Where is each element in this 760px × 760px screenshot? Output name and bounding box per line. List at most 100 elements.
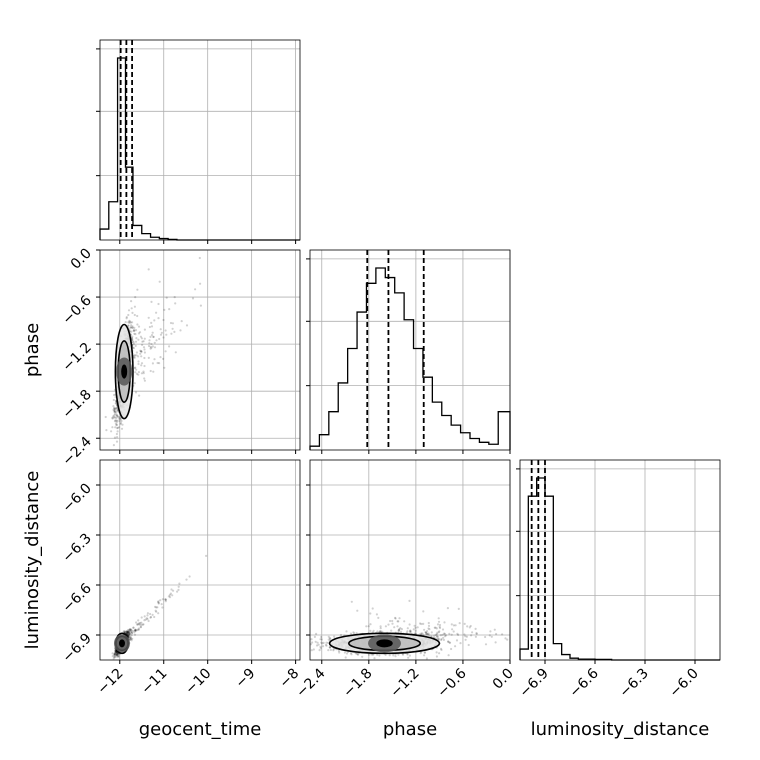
sample-point xyxy=(484,635,487,639)
sample-point xyxy=(350,653,353,656)
sample-point xyxy=(446,607,449,610)
sample-point xyxy=(113,414,116,417)
sample-point xyxy=(155,610,158,613)
sample-point xyxy=(161,606,164,609)
sample-point xyxy=(131,326,134,329)
sample-point xyxy=(439,647,443,650)
sample-point xyxy=(314,640,317,643)
sample-point xyxy=(141,623,144,626)
sample-point xyxy=(114,407,117,410)
sample-point xyxy=(154,605,157,609)
hist-step xyxy=(519,477,720,661)
sample-point xyxy=(138,394,141,397)
sample-point xyxy=(174,302,177,305)
sample-point xyxy=(115,411,118,414)
sample-point xyxy=(131,338,134,341)
sample-point xyxy=(153,615,156,619)
sample-point xyxy=(365,625,368,628)
sample-point xyxy=(113,420,117,423)
sample-point xyxy=(125,630,129,633)
sample-point xyxy=(474,635,477,638)
sample-point xyxy=(164,598,167,601)
sample-point xyxy=(114,649,117,652)
sample-point xyxy=(127,631,130,634)
sample-point xyxy=(307,653,309,655)
sample-point xyxy=(127,309,131,312)
sample-point xyxy=(433,634,436,638)
sample-point xyxy=(484,643,488,646)
sample-point xyxy=(149,615,153,619)
sample-point xyxy=(142,346,146,349)
sample-point xyxy=(450,623,453,626)
sample-point xyxy=(113,406,116,409)
sample-point xyxy=(124,321,127,324)
sample-point xyxy=(466,625,469,628)
sample-point xyxy=(155,339,158,342)
ytick-label: −1.2 xyxy=(59,340,94,375)
sample-point xyxy=(147,316,150,319)
sample-point xyxy=(112,393,116,397)
sample-point xyxy=(436,635,439,638)
sample-point xyxy=(367,625,370,628)
sample-point xyxy=(133,633,137,636)
sample-point xyxy=(356,652,359,656)
density-core xyxy=(121,364,128,379)
sample-point xyxy=(400,630,403,634)
sample-point xyxy=(169,592,172,595)
sample-point xyxy=(125,316,128,319)
sample-point xyxy=(198,256,201,260)
sample-point xyxy=(148,339,151,342)
sample-point xyxy=(303,647,305,649)
sample-point xyxy=(126,631,129,634)
sample-point xyxy=(157,601,160,604)
sample-point xyxy=(133,367,136,370)
sample-point xyxy=(437,620,441,623)
sample-point xyxy=(372,629,375,632)
sample-point xyxy=(126,631,129,634)
ytick-label: −6.3 xyxy=(59,531,94,566)
sample-point xyxy=(120,419,123,423)
sample-point xyxy=(356,609,359,612)
sample-point xyxy=(131,326,134,329)
sample-point xyxy=(126,630,129,634)
sample-point xyxy=(131,340,134,343)
sample-point xyxy=(115,419,118,422)
sample-point xyxy=(178,582,181,585)
sample-point xyxy=(114,422,117,425)
sample-point xyxy=(113,653,116,657)
sample-point xyxy=(397,653,400,656)
sample-point xyxy=(128,635,131,638)
sample-point xyxy=(325,644,328,647)
sample-point xyxy=(176,590,179,593)
axes-frame xyxy=(309,459,511,661)
sample-point xyxy=(440,637,443,641)
sample-point xyxy=(116,419,119,422)
sample-point xyxy=(408,623,411,626)
sample-point xyxy=(115,652,118,656)
sample-point xyxy=(161,598,164,601)
sample-point xyxy=(322,641,325,645)
sample-point xyxy=(128,632,131,635)
sample-point xyxy=(164,329,167,332)
sample-point xyxy=(112,405,115,408)
sample-point xyxy=(471,631,474,634)
sample-point xyxy=(194,288,197,291)
sample-point xyxy=(345,630,348,633)
sample-point xyxy=(129,628,132,632)
sample-point xyxy=(114,656,117,659)
sample-point xyxy=(316,641,319,644)
sample-point xyxy=(128,636,131,639)
sample-point xyxy=(127,324,130,327)
sample-point xyxy=(115,407,118,410)
sample-point xyxy=(387,623,390,626)
sample-point xyxy=(137,362,140,366)
sample-point xyxy=(430,631,433,634)
sample-point xyxy=(126,632,129,635)
sample-point xyxy=(130,307,133,310)
sample-point xyxy=(448,641,452,644)
sample-point xyxy=(328,646,331,649)
sample-point xyxy=(328,646,331,649)
sample-point xyxy=(130,639,133,642)
sample-point xyxy=(111,416,114,419)
sample-point xyxy=(394,617,397,620)
